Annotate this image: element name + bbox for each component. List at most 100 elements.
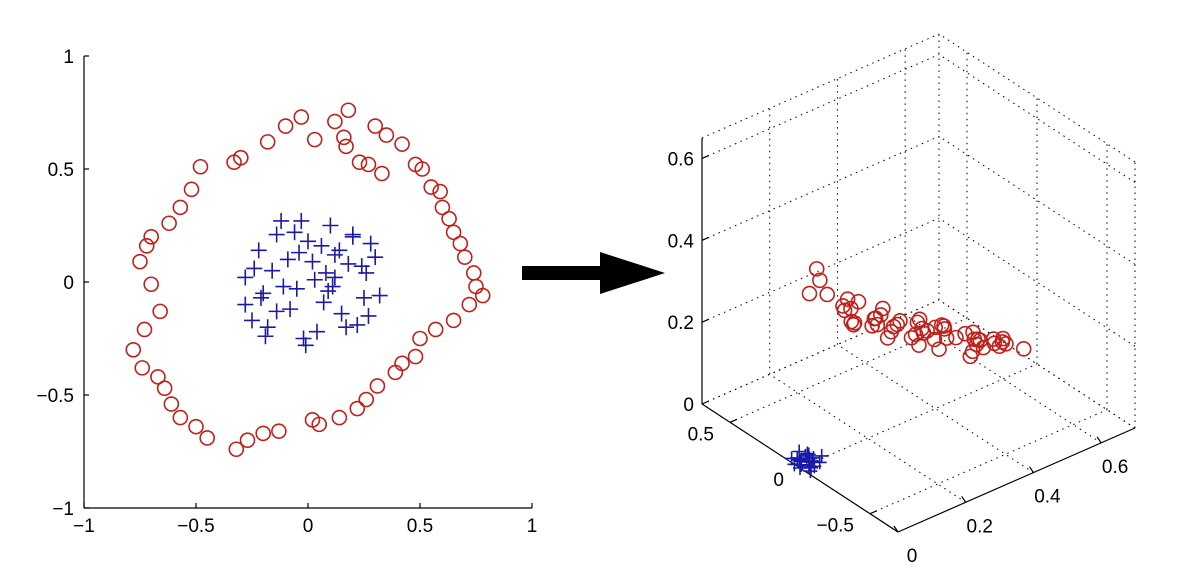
left-plus-point bbox=[255, 285, 272, 302]
x-tick-label: 0.2 bbox=[967, 516, 993, 537]
left-circle-point bbox=[188, 418, 204, 435]
left-plus-point bbox=[288, 280, 305, 297]
left-plus-point bbox=[313, 237, 330, 254]
left-circle-point bbox=[474, 287, 491, 304]
left-circle-point bbox=[134, 360, 151, 376]
left-y-tick-label: 0 bbox=[63, 273, 74, 294]
left-y-tick-label: −1 bbox=[52, 499, 74, 520]
left-circle-point bbox=[138, 238, 155, 254]
3d-grid bbox=[701, 33, 1136, 533]
left-circle-point bbox=[434, 199, 451, 216]
left-circle-point bbox=[172, 409, 189, 426]
grid-line bbox=[837, 344, 1034, 473]
left-plus-point bbox=[326, 269, 343, 286]
left-circle-point bbox=[327, 113, 343, 130]
left-circle-point bbox=[445, 224, 462, 241]
left-scatter-plot: −1 −0.5 0 0.5 1 −1 −0.5 0 0.5 1 bbox=[36, 47, 537, 537]
x-tick-mark bbox=[961, 495, 967, 503]
right-circle-point bbox=[869, 316, 886, 333]
arrow-shaft bbox=[522, 266, 608, 280]
left-circle-point bbox=[412, 330, 428, 347]
left-circle-point bbox=[441, 210, 457, 227]
z-tick-mark bbox=[701, 318, 710, 323]
left-plus-point bbox=[268, 303, 285, 320]
left-plus-point bbox=[358, 264, 375, 281]
left-circle-point bbox=[407, 348, 424, 365]
right-circle-point bbox=[889, 316, 906, 333]
y-tick-mark bbox=[729, 418, 738, 423]
right-circle-point bbox=[801, 285, 818, 302]
right-ticks: 0 0.2 0.4 0.6 −0.5 0 0.5 0 0.2 0.4 0.6 bbox=[668, 149, 1129, 567]
left-x-tick-label: −1 bbox=[73, 516, 95, 537]
right-circle-point bbox=[948, 329, 964, 346]
left-x-tick-label: 0.5 bbox=[407, 516, 433, 537]
right-plus-point bbox=[814, 448, 829, 463]
right-plus-point bbox=[792, 452, 807, 467]
left-plus-point bbox=[317, 264, 334, 281]
right-3d-scatter-plot: 0 0.2 0.4 0.6 −0.5 0 0.5 0 0.2 0.4 0.6 bbox=[668, 33, 1136, 567]
left-circle-point bbox=[293, 109, 310, 125]
left-circle-point bbox=[358, 391, 375, 408]
left-circle-point bbox=[468, 278, 484, 295]
left-circle-point bbox=[143, 276, 159, 293]
left-plus-point bbox=[367, 249, 384, 266]
left-plus-point bbox=[349, 316, 366, 333]
right-circle-point bbox=[957, 325, 973, 342]
left-plus-point bbox=[320, 283, 337, 300]
left-plus-point bbox=[264, 262, 281, 279]
z-tick-mark bbox=[701, 236, 710, 241]
right-circle-point bbox=[994, 334, 1011, 350]
left-circle-point bbox=[338, 138, 354, 155]
right-circle-point bbox=[903, 329, 920, 346]
grid-line bbox=[701, 299, 940, 405]
x-tick-label: 0 bbox=[907, 546, 918, 567]
right-circle-series bbox=[801, 261, 1032, 365]
left-circle-point bbox=[172, 199, 189, 216]
right-circle-point bbox=[931, 341, 947, 357]
right-circle-point bbox=[864, 318, 880, 334]
left-plus-point bbox=[250, 242, 267, 259]
left-circle-point bbox=[163, 396, 180, 412]
left-plus-point bbox=[237, 296, 254, 313]
x-axis bbox=[897, 427, 1136, 533]
z-tick-label: 0.6 bbox=[668, 149, 694, 170]
transform-arrow bbox=[522, 252, 665, 294]
grid-line bbox=[869, 409, 1108, 515]
grid-line bbox=[701, 33, 940, 139]
left-y-tick-label: −0.5 bbox=[36, 386, 74, 407]
left-plus-point bbox=[273, 212, 290, 229]
left-x-tick-label: −0.5 bbox=[177, 516, 215, 537]
left-circle-point bbox=[351, 154, 368, 171]
left-plus-point bbox=[275, 278, 292, 295]
left-circle-point bbox=[192, 158, 209, 175]
left-circle-point bbox=[387, 364, 404, 381]
left-circle-point bbox=[394, 136, 410, 152]
left-circle-point bbox=[369, 378, 386, 394]
right-circle-point bbox=[986, 335, 1003, 352]
left-plus-point bbox=[338, 319, 355, 336]
grid-line bbox=[938, 135, 1136, 265]
left-plus-point bbox=[308, 323, 325, 340]
left-plus-point bbox=[331, 242, 348, 259]
y-tick-label: 0 bbox=[773, 470, 784, 491]
left-circle-point bbox=[414, 161, 431, 177]
left-plus-point bbox=[362, 235, 379, 252]
left-plus-point bbox=[246, 260, 263, 277]
grid-line bbox=[799, 363, 1038, 469]
z-tick-label: 0.4 bbox=[668, 231, 695, 252]
left-plus-point bbox=[291, 244, 308, 261]
left-plus-point bbox=[286, 224, 303, 241]
left-circle-point bbox=[331, 409, 348, 426]
left-x-tick-label: 0 bbox=[303, 516, 314, 537]
left-circle-point bbox=[143, 229, 159, 245]
right-circle-point bbox=[879, 330, 896, 346]
left-plus-point bbox=[353, 258, 370, 275]
left-plus-point bbox=[315, 294, 332, 311]
left-circle-point bbox=[360, 156, 377, 173]
left-circle-point bbox=[161, 215, 177, 232]
left-plus-point bbox=[304, 253, 321, 270]
arrow-head bbox=[600, 252, 665, 294]
left-plus-point bbox=[340, 255, 357, 272]
y-tick-label: 0.5 bbox=[688, 424, 714, 445]
